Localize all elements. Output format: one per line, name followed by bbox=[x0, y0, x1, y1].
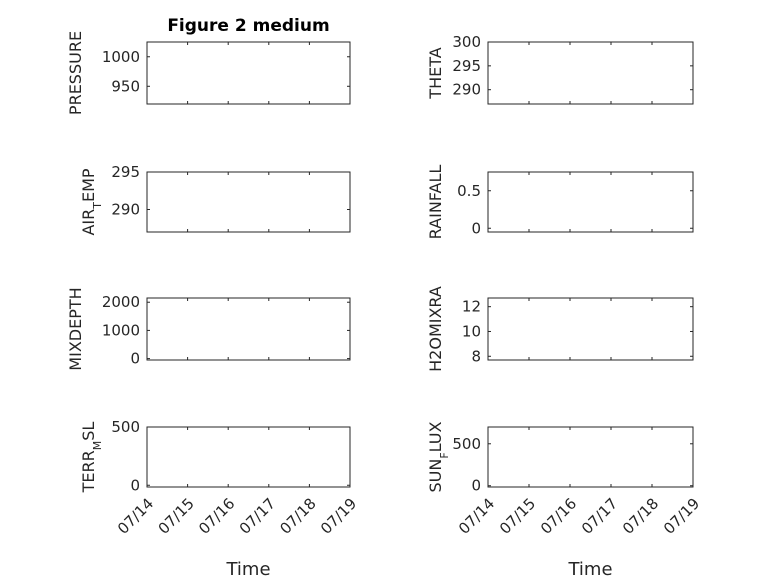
y-tick-label: 500 bbox=[111, 418, 140, 436]
y-tick-label: 295 bbox=[111, 163, 140, 181]
x-tick-label: 07/16 bbox=[195, 495, 238, 538]
axes-frame bbox=[487, 41, 694, 105]
y-tick-label: 500 bbox=[452, 435, 481, 453]
x-axis-label: Time bbox=[225, 559, 270, 580]
x-tick-label: 07/14 bbox=[114, 495, 157, 538]
x-tick-label: 07/15 bbox=[155, 495, 198, 538]
axes-frame bbox=[146, 171, 351, 233]
y-tick-label: 8 bbox=[471, 347, 481, 365]
y-tick-label: 0 bbox=[471, 477, 481, 495]
axes-frame bbox=[146, 426, 351, 488]
axes-3: 290 295 AIRTEMP bbox=[79, 163, 351, 236]
y-tick-label: 0.5 bbox=[457, 182, 481, 200]
axes-frame bbox=[146, 41, 351, 105]
y-axis-label: RAINFALL bbox=[426, 165, 445, 240]
axes-4: 0 0.5 RAINFALL bbox=[426, 165, 694, 240]
y-axis-label: TERRMSL bbox=[79, 422, 104, 494]
y-axis-label: THETA bbox=[426, 47, 445, 99]
axes-frame bbox=[487, 171, 694, 233]
x-tick-label: 07/15 bbox=[496, 495, 539, 538]
y-tick-label: 0 bbox=[130, 476, 140, 494]
x-tick-label: 07/17 bbox=[236, 495, 279, 538]
y-tick-label: 1000 bbox=[102, 321, 140, 339]
axes-6: 8 10 12 H2OMIXRA bbox=[426, 286, 694, 372]
y-tick-label: 295 bbox=[452, 57, 481, 75]
y-axis-label: H2OMIXRA bbox=[426, 286, 445, 372]
axes-1: 950 1000 PRESSURE Figure 2 medium bbox=[66, 16, 351, 115]
chart-title: Figure 2 medium bbox=[167, 16, 329, 36]
x-tick-label: 07/19 bbox=[660, 495, 703, 538]
y-tick-label: 950 bbox=[111, 77, 140, 95]
y-tick-label: 290 bbox=[452, 81, 481, 99]
x-tick-label: 07/19 bbox=[317, 495, 360, 538]
y-tick-label: 290 bbox=[111, 201, 140, 219]
axes-frame bbox=[487, 426, 694, 488]
axes-5: 0 1000 2000 MIXDEPTH bbox=[66, 287, 351, 371]
axes-2: 290 295 300 THETA bbox=[426, 33, 694, 105]
y-tick-label: 0 bbox=[471, 219, 481, 237]
y-tick-label: 0 bbox=[130, 350, 140, 368]
y-axis-label: SUNFLUX bbox=[426, 421, 451, 492]
x-tick-label: 07/17 bbox=[578, 495, 621, 538]
y-axis-label: MIXDEPTH bbox=[66, 287, 85, 370]
axes-frame bbox=[487, 297, 694, 361]
y-tick-label: 10 bbox=[462, 322, 481, 340]
y-axis-label: AIRTEMP bbox=[79, 168, 104, 235]
x-tick-label: 07/18 bbox=[276, 495, 319, 538]
axes-frame bbox=[146, 297, 351, 361]
x-tick-label: 07/18 bbox=[619, 495, 662, 538]
y-tick-label: 1000 bbox=[102, 48, 140, 66]
x-tick-label: 07/16 bbox=[537, 495, 580, 538]
y-tick-label: 12 bbox=[462, 298, 481, 316]
y-tick-label: 300 bbox=[452, 33, 481, 51]
x-tick-label: 07/14 bbox=[455, 495, 498, 538]
y-tick-label: 2000 bbox=[102, 293, 140, 311]
y-axis-label: PRESSURE bbox=[66, 31, 85, 115]
x-axis-label: Time bbox=[567, 559, 612, 580]
